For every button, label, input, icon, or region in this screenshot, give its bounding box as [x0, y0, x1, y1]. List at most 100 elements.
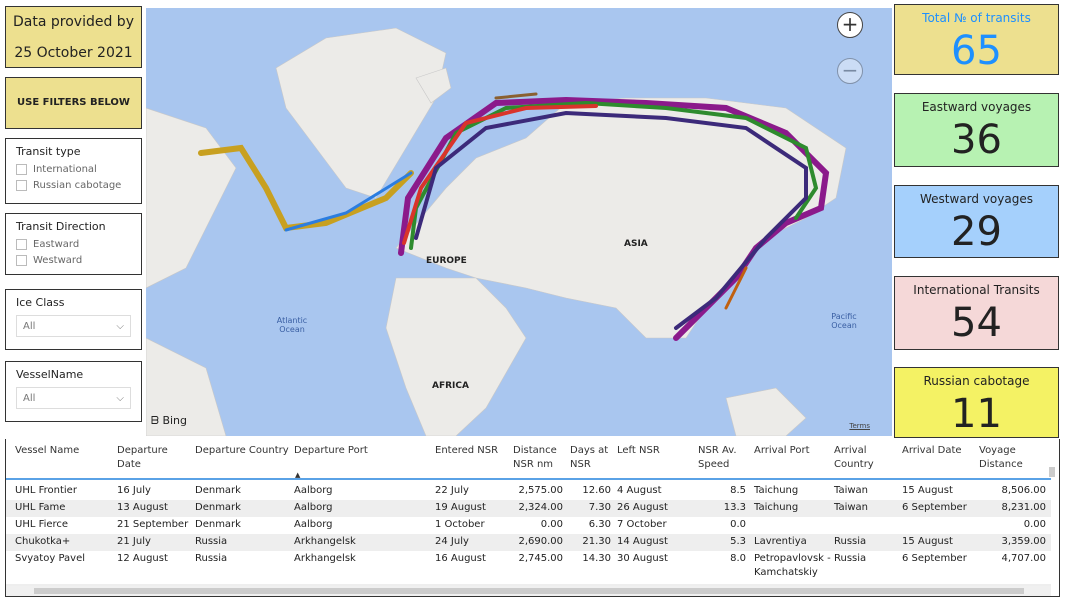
ice-class-dropdown[interactable]: All ⌵ [16, 315, 131, 337]
table-cell: 8,506.00 [1001, 485, 1046, 496]
table-cell: 14 August [617, 536, 668, 547]
table-cell: 2,745.00 [518, 553, 563, 564]
slicer-title: Ice Class [16, 296, 65, 309]
table-cell: Chukotka+ [15, 536, 71, 547]
greenland [275, 27, 447, 199]
label-asia: ASIA [624, 239, 648, 249]
table-cell: UHL Frontier [15, 485, 77, 496]
table-header: Vessel Name Departure Date Departure Count… [6, 444, 1051, 480]
slicer-title: VesselName [16, 368, 84, 381]
checkbox-westward[interactable]: Westward [16, 252, 131, 268]
vertical-scrollbar[interactable] [1049, 463, 1055, 583]
kpi-eastward: Eastward voyages 36 [894, 93, 1059, 167]
bing-logo: ᗷ Bing [151, 414, 188, 427]
table-cell: 21 September [117, 519, 189, 530]
table-cell: 26 August [617, 502, 668, 513]
table-cell: 13 August [117, 502, 168, 513]
data-date-card: Data provided by 25 October 2021 [5, 6, 142, 68]
use-filters-banner: USE FILTERS BELOW [5, 77, 142, 129]
svalbard [415, 67, 452, 104]
table-cell: 16 July [117, 485, 151, 496]
table-cell: Taichung [754, 502, 799, 513]
column-header[interactable]: Days at NSR [570, 445, 609, 470]
checkbox-icon[interactable] [16, 179, 27, 191]
vessel-name-dropdown[interactable]: All ⌵ [16, 387, 131, 409]
table-cell: Aalborg [294, 502, 333, 513]
table-row[interactable]: Svyatoy Pavel 12 August Russia Arkhangelsk 1… [6, 551, 1051, 581]
table-cell: Aalborg [294, 485, 333, 496]
column-header[interactable]: Vessel Name [15, 445, 80, 456]
table-cell: 7.30 [588, 502, 611, 513]
kpi-title: Westward voyages [920, 192, 1033, 206]
south-america [146, 337, 227, 436]
table-row[interactable]: Chukotka+ 21 July Russia Arkhangelsk 24 July… [6, 534, 1051, 551]
table-cell: 2,690.00 [518, 536, 563, 547]
column-header[interactable]: Arrival Country [834, 445, 874, 470]
kpi-value: 54 [951, 300, 1002, 346]
terms-link[interactable]: Terms [849, 422, 870, 430]
column-header[interactable]: Entered NSR [435, 445, 499, 456]
checkbox-russian-cabotage[interactable]: Russian cabotage [16, 177, 131, 193]
label-europe: EUROPE [426, 256, 467, 266]
checkbox-icon[interactable] [16, 238, 27, 250]
kpi-value: 65 [951, 28, 1002, 74]
checkbox-icon[interactable] [16, 254, 27, 266]
table-cell: 15 August [902, 536, 953, 547]
route-line [724, 266, 748, 310]
route-line [414, 110, 808, 330]
table-cell: UHL Fierce [15, 519, 69, 530]
column-header[interactable]: Departure Port [294, 445, 368, 456]
kpi-total-transits: Total № of transits 65 [894, 4, 1059, 75]
table-cell: 5.3 [730, 536, 746, 547]
kpi-title: International Transits [913, 283, 1040, 297]
checkbox-icon[interactable] [16, 163, 27, 175]
column-header[interactable]: Arrival Port [754, 445, 810, 456]
chevron-down-icon: ⌵ [116, 392, 124, 404]
table-cell: 0.00 [1023, 519, 1046, 530]
column-header[interactable]: Departure Country [195, 445, 289, 456]
table-cell: 21.30 [582, 536, 611, 547]
column-header[interactable]: Departure Date [117, 445, 168, 470]
horizontal-scrollbar[interactable] [6, 586, 1051, 596]
table-row[interactable]: UHL Fame 13 August Denmark Aalborg 19 August… [6, 500, 1051, 517]
route-line [402, 104, 598, 245]
checkbox-eastward[interactable]: Eastward [16, 236, 131, 252]
table-cell: 4,707.00 [1001, 553, 1046, 564]
table-cell: Arkhangelsk [294, 553, 356, 564]
table-row[interactable]: UHL Fierce 21 September Denmark Aalborg 1 Oc… [6, 517, 1051, 534]
zoom-out-button[interactable]: − [837, 58, 863, 84]
column-header[interactable]: Arrival Date [902, 445, 962, 456]
table-cell: 12 August [117, 553, 168, 564]
kpi-title: Eastward voyages [921, 100, 1032, 114]
table-cell: Russia [834, 536, 867, 547]
label-atlantic-ocean: Atlantic Ocean [276, 316, 308, 334]
sort-ascending-icon: ▲ [295, 471, 301, 479]
map-canvas[interactable] [146, 8, 892, 436]
table-cell: 15 August [902, 485, 953, 496]
route-line [494, 92, 538, 100]
column-header[interactable]: Distance NSR nm [513, 445, 557, 470]
table-cell: 8,231.00 [1001, 502, 1046, 513]
table-cell: 6 September [902, 502, 967, 513]
table-cell: UHL Fame [15, 502, 66, 513]
voyages-table: Vessel Name Departure Date Departure Count… [5, 439, 1060, 597]
zoom-in-button[interactable]: + [837, 12, 863, 38]
table-cell: Denmark [195, 502, 241, 513]
table-row[interactable]: UHL Frontier 16 July Denmark Aalborg 22 July… [6, 483, 1051, 500]
transit-direction-slicer: Transit Direction Eastward Westward [5, 213, 142, 275]
voyage-routes [198, 92, 830, 341]
kpi-value: 36 [951, 117, 1002, 163]
routes-map[interactable]: EUROPE ASIA AFRICA Atlantic Ocean Pacifi… [146, 8, 892, 436]
kpi-value: 29 [951, 209, 1002, 255]
table-cell: 1 October [435, 519, 485, 530]
checkbox-international[interactable]: International [16, 161, 131, 177]
table-cell: Russia [195, 553, 228, 564]
table-cell: Denmark [195, 519, 241, 530]
table-cell: Taiwan [834, 502, 869, 513]
column-header[interactable]: Voyage Distance [979, 445, 1023, 470]
table-cell: Taichung [754, 485, 799, 496]
column-header[interactable]: Left NSR [617, 445, 660, 456]
column-header[interactable]: NSR Av. Speed [698, 445, 737, 470]
slicer-title: Transit Direction [16, 220, 106, 233]
label-africa: AFRICA [432, 381, 469, 391]
